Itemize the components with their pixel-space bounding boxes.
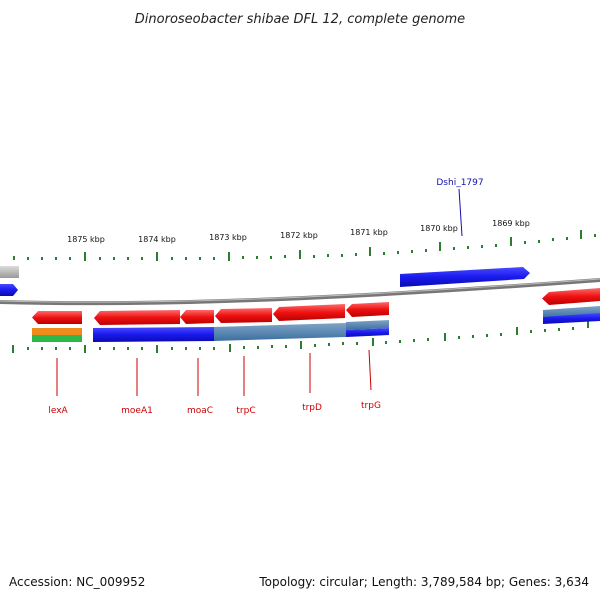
cds-band-steel[interactable] — [214, 323, 346, 341]
upper-tick-track — [13, 230, 596, 261]
gene-arrow-dshi-1797[interactable] — [400, 267, 530, 287]
gene-labels: lexA moeA1 moaC trpC trpD trpG — [48, 401, 381, 416]
scale-label: 1872 kbp — [280, 231, 318, 240]
lower-tick-track — [12, 320, 589, 353]
gene-label-trpc[interactable]: trpC — [236, 406, 255, 416]
cds-band-blue[interactable] — [93, 327, 214, 342]
feature-label-leader — [458, 188, 463, 237]
feature-label-dshi-1797[interactable]: Dshi_1797 — [436, 178, 483, 188]
scale-labels: 1875 kbp 1874 kbp 1873 kbp 1872 kbp 1871… — [67, 219, 530, 244]
forward-strand-features — [0, 266, 530, 296]
genome-backbone — [0, 278, 600, 306]
gene-arrow-trpc[interactable] — [215, 308, 272, 323]
gene-arrow-trpd[interactable] — [273, 304, 345, 321]
scale-label: 1870 kbp — [420, 224, 458, 233]
map-title: Dinoroseobacter shibae DFL 12, complete … — [135, 12, 465, 27]
gene-label-moea1[interactable]: moeA1 — [121, 406, 153, 416]
gene-arrow-lexa[interactable] — [32, 311, 82, 324]
scale-label: 1869 kbp — [492, 219, 530, 228]
scale-label: 1871 kbp — [350, 228, 388, 237]
reverse-strand-features — [32, 288, 600, 342]
scale-label: 1875 kbp — [67, 235, 105, 244]
gene-arrow-trpg[interactable] — [346, 302, 389, 317]
cds-band-trpg-blue[interactable] — [346, 328, 389, 337]
scale-label: 1873 kbp — [209, 233, 247, 242]
gene-label-leaders — [56, 349, 372, 396]
scale-label: 1874 kbp — [138, 235, 176, 244]
genome-backbone-highlight — [0, 278, 600, 303]
gene-label-trpd[interactable]: trpD — [302, 403, 322, 413]
gene-arrow-moac[interactable] — [180, 310, 214, 324]
cds-band-trpg-steel[interactable] — [346, 320, 389, 330]
gene-arrow-forward-partial[interactable] — [0, 284, 18, 296]
gene-label-trpg[interactable]: trpG — [361, 401, 381, 411]
gene-arrow-forward-partial[interactable] — [0, 266, 19, 278]
cds-bar-lexa-orange[interactable] — [32, 328, 82, 335]
gene-label-lexa[interactable]: lexA — [48, 406, 68, 416]
gene-label-moac[interactable]: moaC — [187, 406, 213, 416]
cds-band-right-blue[interactable] — [543, 313, 600, 324]
cds-bar-lexa-green[interactable] — [32, 335, 82, 342]
genome-summary-label: Topology: circular; Length: 3,789,584 bp… — [258, 575, 589, 589]
accession-label: Accession: NC_009952 — [9, 575, 145, 589]
gene-arrow-reverse-partial[interactable] — [542, 288, 600, 305]
gene-arrow-moea1[interactable] — [94, 310, 180, 325]
